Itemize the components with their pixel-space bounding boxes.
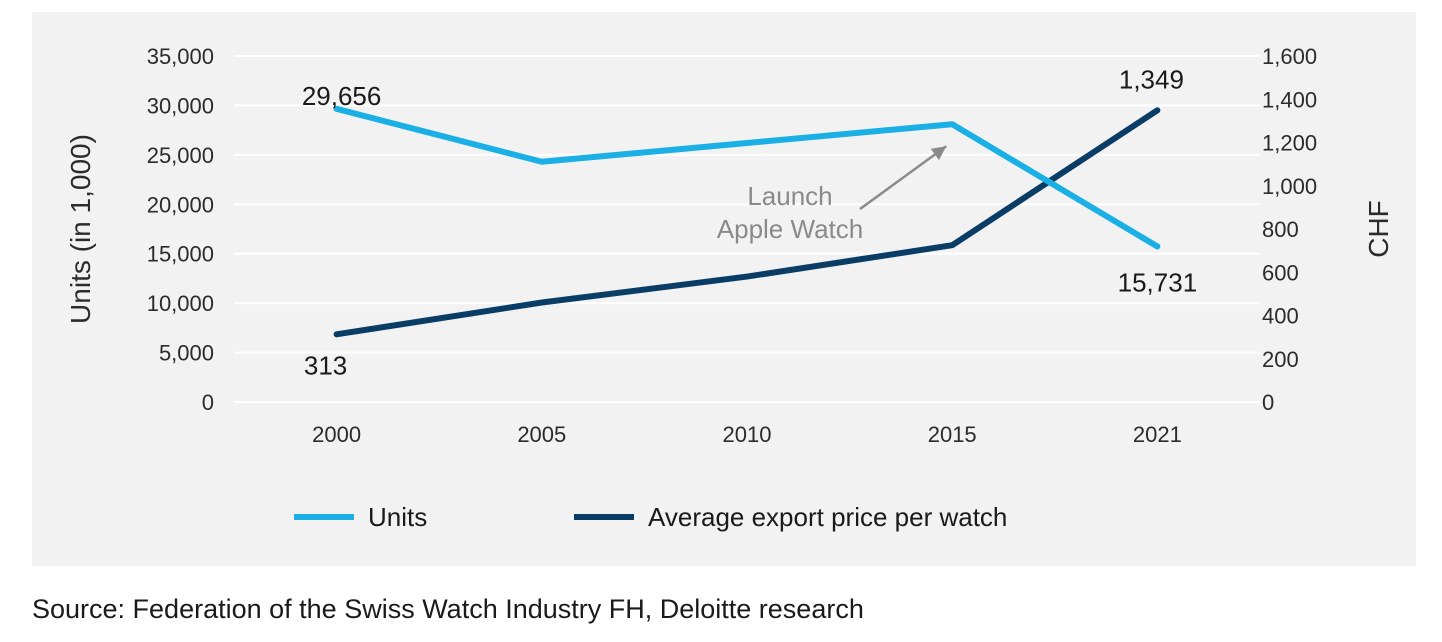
data-label: 29,656: [302, 81, 382, 111]
x-tick-label: 2000: [312, 422, 361, 447]
y-left-tick-label: 15,000: [147, 242, 214, 267]
y-right-tick-label: 400: [1262, 304, 1299, 329]
y-left-tick-label: 25,000: [147, 143, 214, 168]
annotation-arrowhead: [930, 146, 947, 161]
y-left-tick-label: 10,000: [147, 291, 214, 316]
y-right-tick-label: 200: [1262, 347, 1299, 372]
x-tick-label: 2015: [928, 422, 977, 447]
legend-label: Units: [368, 502, 427, 532]
y-right-tick-label: 600: [1262, 260, 1299, 285]
y-right-tick-label: 1,200: [1262, 131, 1317, 156]
x-tick-label: 2005: [517, 422, 566, 447]
y-left-tick-label: 0: [202, 390, 214, 415]
y-left-tick-label: 35,000: [147, 44, 214, 69]
legend-label: Average export price per watch: [648, 502, 1007, 532]
y-right-axis-title: CHF: [1363, 200, 1394, 258]
x-tick-label: 2010: [723, 422, 772, 447]
y-left-tick-label: 30,000: [147, 93, 214, 118]
annotation-label: Apple Watch: [717, 214, 863, 244]
annotation-arrow-line: [859, 145, 947, 211]
y-right-tick-label: 1,400: [1262, 87, 1317, 112]
y-right-tick-label: 1,600: [1262, 44, 1317, 69]
source-note: Source: Federation of the Swiss Watch In…: [32, 594, 864, 624]
y-left-tick-label: 5,000: [159, 341, 214, 366]
annotation-label: Launch: [747, 181, 832, 211]
chart-panel: 0 5,000 10,000 15,000 20,000 25,000 30,000 35,0…: [32, 12, 1416, 566]
y-left-tick-label: 20,000: [147, 192, 214, 217]
data-label: 1,349: [1119, 64, 1184, 94]
x-tick-label: 2021: [1133, 422, 1182, 447]
data-label: 313: [304, 350, 347, 380]
price-line: [333, 107, 1161, 338]
y-left-axis-title: Units (in 1,000): [65, 134, 96, 324]
y-right-tick-label: 1,000: [1262, 174, 1317, 199]
y-right-tick-label: 0: [1262, 390, 1274, 415]
units-line: [333, 105, 1161, 250]
data-label: 15,731: [1118, 267, 1198, 297]
y-right-tick-label: 800: [1262, 217, 1299, 242]
line-chart: 0 5,000 10,000 15,000 20,000 25,000 30,000 35,0…: [65, 44, 1394, 532]
